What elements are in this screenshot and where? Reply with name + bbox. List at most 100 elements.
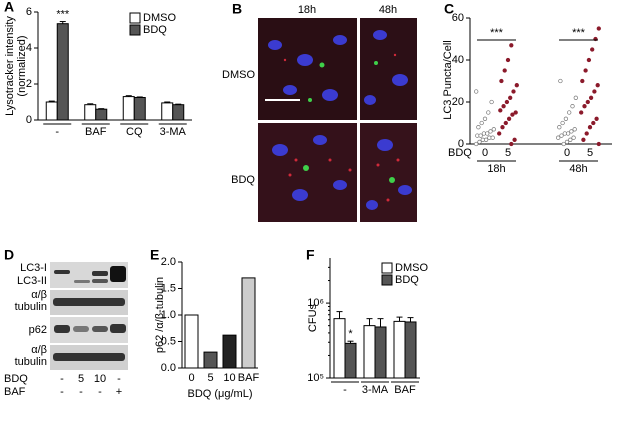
y-tick-label: 0.0 [161, 362, 176, 374]
y-axis-label: Lysotracker intensity [4, 16, 16, 116]
panel-label: D [4, 247, 14, 263]
data-point [506, 116, 512, 121]
data-point [474, 89, 479, 94]
band-label: tubulin [15, 356, 47, 368]
bar [122, 96, 135, 121]
data-point [596, 26, 601, 31]
data-point [500, 125, 505, 130]
x-tick-label: 5 [587, 147, 593, 159]
x-tick-label: BAF [85, 126, 107, 138]
data-point [568, 137, 573, 142]
annotation: * [348, 328, 353, 340]
y-tick-label: 1.5 [161, 282, 176, 294]
y-tick-label: 4 [26, 42, 32, 54]
data-point [497, 131, 502, 136]
y-tick-label: 0 [458, 138, 464, 150]
data-point [511, 89, 516, 94]
x-tick-label: CQ [126, 126, 143, 138]
row-label: BDQ [231, 174, 255, 186]
x-axis-label: BDQ (μg/mL) [187, 388, 252, 400]
row-label: DMSO [222, 69, 255, 81]
data-point [509, 141, 514, 147]
x-tick-label: 5 [207, 372, 213, 384]
data-point [590, 47, 595, 52]
y-axis-label: (normalized) [16, 35, 28, 96]
legend-swatch [129, 24, 141, 36]
micrograph-images [258, 18, 417, 222]
bar [133, 97, 146, 121]
bar [56, 23, 69, 121]
data-point [503, 120, 508, 126]
data-point [581, 137, 586, 142]
data-point [513, 110, 518, 115]
band-label: LC3-I [20, 262, 47, 274]
data-point [564, 139, 570, 145]
band-label: α/β [31, 344, 47, 356]
lane-label: - [79, 386, 83, 398]
data-point [499, 78, 504, 84]
legend-swatch [381, 262, 393, 274]
legend-label: DMSO [395, 262, 428, 274]
data-point [557, 125, 562, 130]
data-point [558, 78, 563, 84]
data-point [504, 99, 510, 105]
data-point [514, 83, 519, 88]
x-tick-label: - [343, 384, 347, 396]
x-tick-label: 10 [223, 372, 235, 384]
data-point [570, 104, 575, 109]
x-tick-label: - [55, 126, 59, 138]
data-point [505, 57, 511, 63]
bar [374, 326, 387, 379]
data-point [501, 104, 506, 109]
lane-label: 5 [78, 373, 84, 385]
panel-label: A [4, 0, 14, 15]
lane-label: + [116, 386, 122, 398]
bar [344, 342, 357, 379]
treatment-label: BAF [4, 386, 26, 398]
lane-label: - [60, 373, 64, 385]
data-point [476, 125, 481, 130]
legend-swatch [129, 12, 141, 24]
data-point [567, 110, 572, 115]
panel-label: C [444, 1, 454, 17]
data-point [573, 95, 578, 100]
data-point [580, 78, 585, 84]
y-tick-label: 0 [26, 114, 32, 126]
data-point [559, 133, 564, 138]
data-point [591, 120, 596, 126]
data-point [477, 139, 482, 145]
x-tick-label: 3-MA [160, 126, 187, 138]
band-label: p62 [29, 324, 47, 336]
panel-label: F [306, 247, 315, 263]
data-point [586, 57, 592, 63]
data-point [502, 68, 507, 73]
data-point [596, 141, 601, 147]
bar [184, 314, 199, 369]
y-tick-label: 1.0 [161, 309, 176, 321]
y-tick-label: 6 [26, 6, 32, 18]
bar [241, 277, 256, 369]
bar [393, 320, 406, 379]
data-point [489, 99, 494, 105]
band-label: LC3-II [17, 275, 47, 287]
bar [333, 318, 346, 379]
data-point [571, 135, 576, 140]
bar [45, 101, 58, 121]
y-axis-label: LC3 Puncta/Cell [442, 40, 454, 120]
bar [172, 104, 185, 121]
bar [222, 334, 237, 369]
bar [404, 321, 417, 379]
data-point [512, 137, 517, 142]
bar [84, 104, 97, 121]
y-axis-label: p62 /α/β-tubulin [154, 277, 166, 353]
data-point [561, 141, 566, 147]
panel-label: E [150, 247, 159, 263]
y-tick-label: 40 [452, 54, 464, 66]
y-tick-label: 2.0 [161, 256, 176, 268]
data-point [594, 116, 599, 121]
x-tick-label: 0 [188, 372, 194, 384]
data-point [482, 116, 488, 121]
data-point [569, 129, 574, 134]
annotation: *** [490, 27, 504, 39]
group-label: 48h [569, 163, 587, 175]
